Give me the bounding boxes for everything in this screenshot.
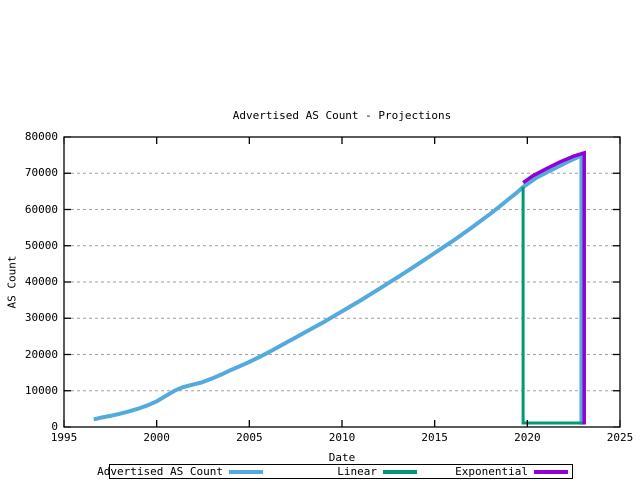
legend-label: Exponential	[455, 465, 528, 478]
x-axis-title: Date	[328, 451, 356, 464]
y-tick-label: 80000	[24, 130, 58, 143]
legend-item-exponential: Exponential	[455, 465, 568, 478]
legend: Advertised AS Count Linear Exponential	[97, 464, 573, 479]
x-tick-label: 2000	[143, 431, 170, 444]
legend-item-advertised-as-count: Advertised AS Count	[97, 465, 263, 478]
y-tick-label: 50000	[24, 238, 58, 252]
x-tick-label: 2015	[421, 431, 448, 444]
y-tick-label: 30000	[24, 311, 58, 325]
x-tick-label: 2025	[606, 431, 634, 444]
legend-line-sample	[383, 469, 417, 474]
y-tick-label: 60000	[24, 202, 58, 216]
legend-item-linear: Linear	[337, 465, 417, 478]
y-tick-label: 20000	[24, 347, 58, 361]
legend-label: Linear	[337, 465, 377, 478]
y-tick-label: 40000	[24, 275, 58, 288]
x-tick-label: 2010	[328, 431, 356, 444]
legend-line-sample	[534, 469, 568, 474]
y-tick-label: 70000	[24, 166, 58, 180]
x-tick-label: 2005	[236, 431, 263, 444]
chart-title: Advertised AS Count - Projections	[232, 109, 452, 122]
y-tick-label: 10000	[24, 383, 58, 397]
x-tick-label: 2020	[514, 431, 541, 444]
y-tick-label: 0	[51, 420, 58, 433]
legend-line-sample	[229, 469, 263, 474]
x-tick-label: 1995	[50, 431, 78, 444]
legend-label: Advertised AS Count	[97, 465, 223, 478]
